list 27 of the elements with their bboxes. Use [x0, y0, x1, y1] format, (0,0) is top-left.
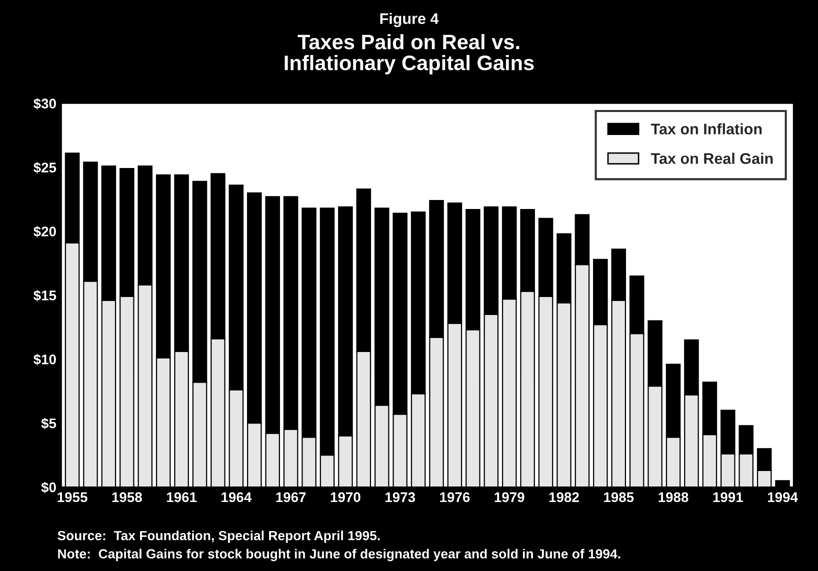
- x-tick-label: 1961: [166, 492, 197, 502]
- y-tick-label: $5: [41, 418, 56, 430]
- x-tick-label: 1976: [440, 492, 470, 502]
- x-tick-label: 1973: [386, 492, 416, 502]
- x-tick-label: 1958: [112, 492, 142, 502]
- legend-label: Tax on Real Gain: [650, 152, 773, 164]
- y-tick-label: $25: [34, 162, 56, 174]
- legend-label: Tax on Inflation: [650, 123, 762, 134]
- x-tick-label: 1964: [222, 492, 252, 502]
- chart-subtitle: Taxes Paid on Real vs. Inflationary Capital Gains: [284, 34, 534, 74]
- x-tick-label: 1985: [604, 492, 634, 502]
- y-tick-label: $15: [34, 290, 56, 302]
- x-tick-label: 1955: [58, 492, 88, 502]
- y-tick-label: $20: [34, 226, 56, 238]
- x-tick-label: 1970: [330, 492, 360, 502]
- x-tick-label: 1994: [768, 492, 798, 502]
- text: Note: Capital Gains for stock bought in June of designated year and sold in June of 1994.: [58, 548, 620, 562]
- y-tick-label: $0: [41, 482, 56, 494]
- x-tick-label: 1988: [658, 492, 688, 502]
- x-tick-label: 1991: [713, 492, 743, 502]
- x-tick-label: 1979: [494, 492, 524, 502]
- y-tick-label: $10: [34, 354, 56, 366]
- chart-title: Figure 4: [380, 12, 439, 28]
- x-tick-label: 1982: [549, 492, 579, 502]
- y-tick-label: $30: [34, 98, 56, 110]
- source-note: Source: Tax Foundation, Special Report April 1995.: [58, 530, 380, 543]
- x-tick-label: 1967: [276, 492, 306, 502]
